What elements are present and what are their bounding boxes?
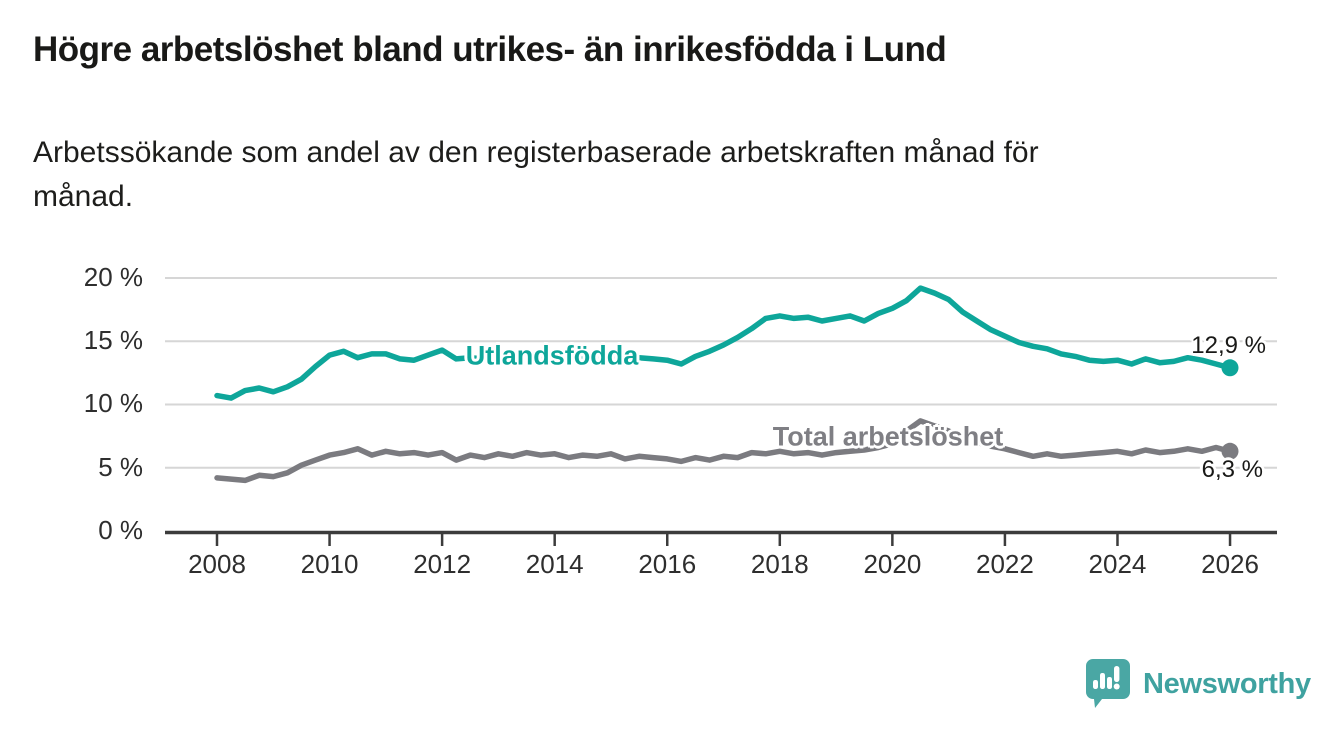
y-tick-label: 0 % bbox=[98, 515, 143, 545]
page-subtitle: Arbetssökande som andel av den registerb… bbox=[33, 131, 1293, 219]
y-tick-label: 5 % bbox=[98, 451, 143, 482]
x-tick-label: 2016 bbox=[638, 549, 697, 579]
newsworthy-logo-text: Newsworthy bbox=[1143, 667, 1311, 700]
series-label-total-arbetsloshet: Total arbetslöshet bbox=[772, 421, 1004, 452]
x-tick-label: 2018 bbox=[750, 549, 809, 579]
subtitle-line-1: Arbetssökande som andel av den registerb… bbox=[33, 136, 1039, 169]
newsworthy-logo-icon bbox=[1086, 659, 1130, 708]
page-title: Högre arbetslöshet bland utrikes- än inr… bbox=[33, 30, 947, 69]
series-label-utlandsfodda: Utlandsfödda bbox=[465, 340, 639, 371]
x-tick-label: 2026 bbox=[1201, 549, 1259, 579]
y-tick-label: 20 % bbox=[83, 261, 143, 292]
x-tick-label: 2010 bbox=[300, 549, 359, 579]
subtitle-line-2: månad. bbox=[33, 180, 134, 213]
x-tick-label: 2020 bbox=[863, 549, 922, 579]
x-tick-label: 2014 bbox=[525, 549, 584, 579]
x-tick-label: 2022 bbox=[975, 549, 1034, 579]
y-tick-label: 10 % bbox=[83, 388, 143, 419]
x-tick-label: 2024 bbox=[1088, 549, 1147, 579]
y-tick-label: 15 % bbox=[83, 325, 143, 356]
end-value-label-total: 6,3 % bbox=[1201, 456, 1263, 483]
x-tick-label: 2008 bbox=[188, 549, 246, 579]
end-value-label-utlandsfodda: 12,9 % bbox=[1191, 332, 1266, 359]
x-tick-label: 2012 bbox=[413, 549, 472, 579]
newsworthy-logo[interactable]: Newsworthy bbox=[1085, 658, 1311, 710]
